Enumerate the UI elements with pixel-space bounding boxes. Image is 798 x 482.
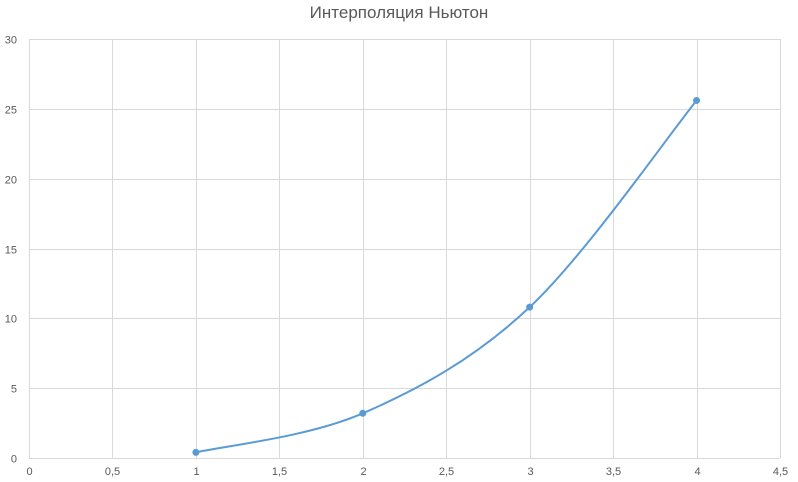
data-point — [526, 303, 534, 311]
y-tick-label: 5 — [11, 384, 17, 396]
y-tick-label: 15 — [5, 245, 17, 257]
y-tick-label: 25 — [5, 105, 17, 117]
data-point — [359, 409, 367, 417]
y-tick-label: 20 — [5, 175, 17, 187]
x-tick-label: 4 — [694, 466, 700, 478]
y-axis-ticks: 0 5 10 15 20 25 30 — [5, 35, 17, 466]
x-axis-ticks: 0 0,5 1 1,5 2 2,5 3 3,5 4 4,5 — [26, 466, 788, 478]
y-tick-label: 10 — [5, 314, 17, 326]
grid — [29, 39, 781, 459]
x-tick-label: 2 — [360, 466, 366, 478]
data-point — [693, 96, 701, 104]
x-tick-label: 1 — [193, 466, 199, 478]
chart-title: Интерполяция Ньютон — [309, 3, 489, 22]
x-tick-label: 2,5 — [439, 466, 454, 478]
x-tick-label: 4,5 — [773, 466, 788, 478]
series-line — [194, 99, 698, 454]
x-tick-label: 3,5 — [606, 466, 621, 478]
x-tick-label: 0 — [26, 466, 32, 478]
y-tick-label: 30 — [5, 35, 17, 47]
x-tick-label: 3 — [527, 466, 533, 478]
x-tick-label: 0,5 — [105, 466, 120, 478]
series-layer — [192, 96, 701, 456]
x-tick-label: 1,5 — [272, 466, 287, 478]
y-tick-label: 0 — [11, 454, 17, 466]
data-point — [192, 448, 200, 456]
